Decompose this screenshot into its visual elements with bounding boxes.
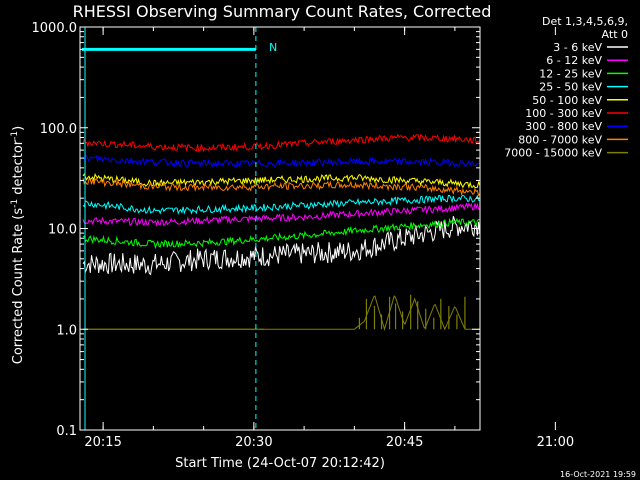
x-axis-label: Start Time (24-Oct-07 20:12:42) <box>175 456 385 471</box>
series-25-50-kev-main <box>82 194 480 215</box>
y-tick-label: 1000.0 <box>32 21 78 36</box>
x-tick-label: 20:30 <box>235 435 272 450</box>
series-300-800-kev-main <box>82 154 480 169</box>
flag-label-n: N <box>269 41 277 54</box>
axes: 0.1 1.0 10.0 100.0 1000.0 20:15 20:30 20:45 21:0… <box>32 21 575 450</box>
legend-label: 12 - 25 keV <box>539 67 602 80</box>
legend-header-line2: Att 0 <box>602 28 628 41</box>
chart-title: RHESSI Observing Summary Count Rates, Co… <box>73 2 492 21</box>
plot-area: NS <box>82 27 480 430</box>
legend-label: 7000 - 15000 keV <box>504 147 602 160</box>
x-tick-label: 21:00 <box>537 435 574 450</box>
legend-label: 800 - 7000 keV <box>518 133 602 146</box>
legend-label: 6 - 12 keV <box>546 54 602 67</box>
legend-label: 100 - 300 keV <box>525 107 602 120</box>
y-tick-label: 0.1 <box>56 424 77 439</box>
footer-date: 16-Oct-2021 19:59 <box>560 470 636 479</box>
x-tick-label: 20:45 <box>386 435 423 450</box>
series-800-7000-kev-main <box>82 177 480 197</box>
legend-label: 3 - 6 keV <box>553 41 602 54</box>
series-12-25-kev-main <box>82 217 480 250</box>
series-100-300-kev-main <box>82 133 480 153</box>
series-6-12-kev-main <box>82 202 480 227</box>
y-axis-label: Corrected Count Rate (s-1 detector-1) <box>10 126 26 364</box>
legend-header-line1: Det 1,3,4,5,6,9, <box>542 15 628 28</box>
legend-label: 300 - 800 keV <box>525 120 602 133</box>
series-50-100-kev-main <box>82 172 480 189</box>
y-tick-label: 10.0 <box>48 223 77 238</box>
series-3-6-kev-main <box>82 216 480 276</box>
legend-label: 50 - 100 keV <box>532 94 602 107</box>
y-tick-label: 100.0 <box>40 122 77 137</box>
legend-label: 25 - 50 keV <box>539 81 602 94</box>
y-tick-label: 1.0 <box>56 323 77 338</box>
x-tick-label: 20:15 <box>84 435 121 450</box>
